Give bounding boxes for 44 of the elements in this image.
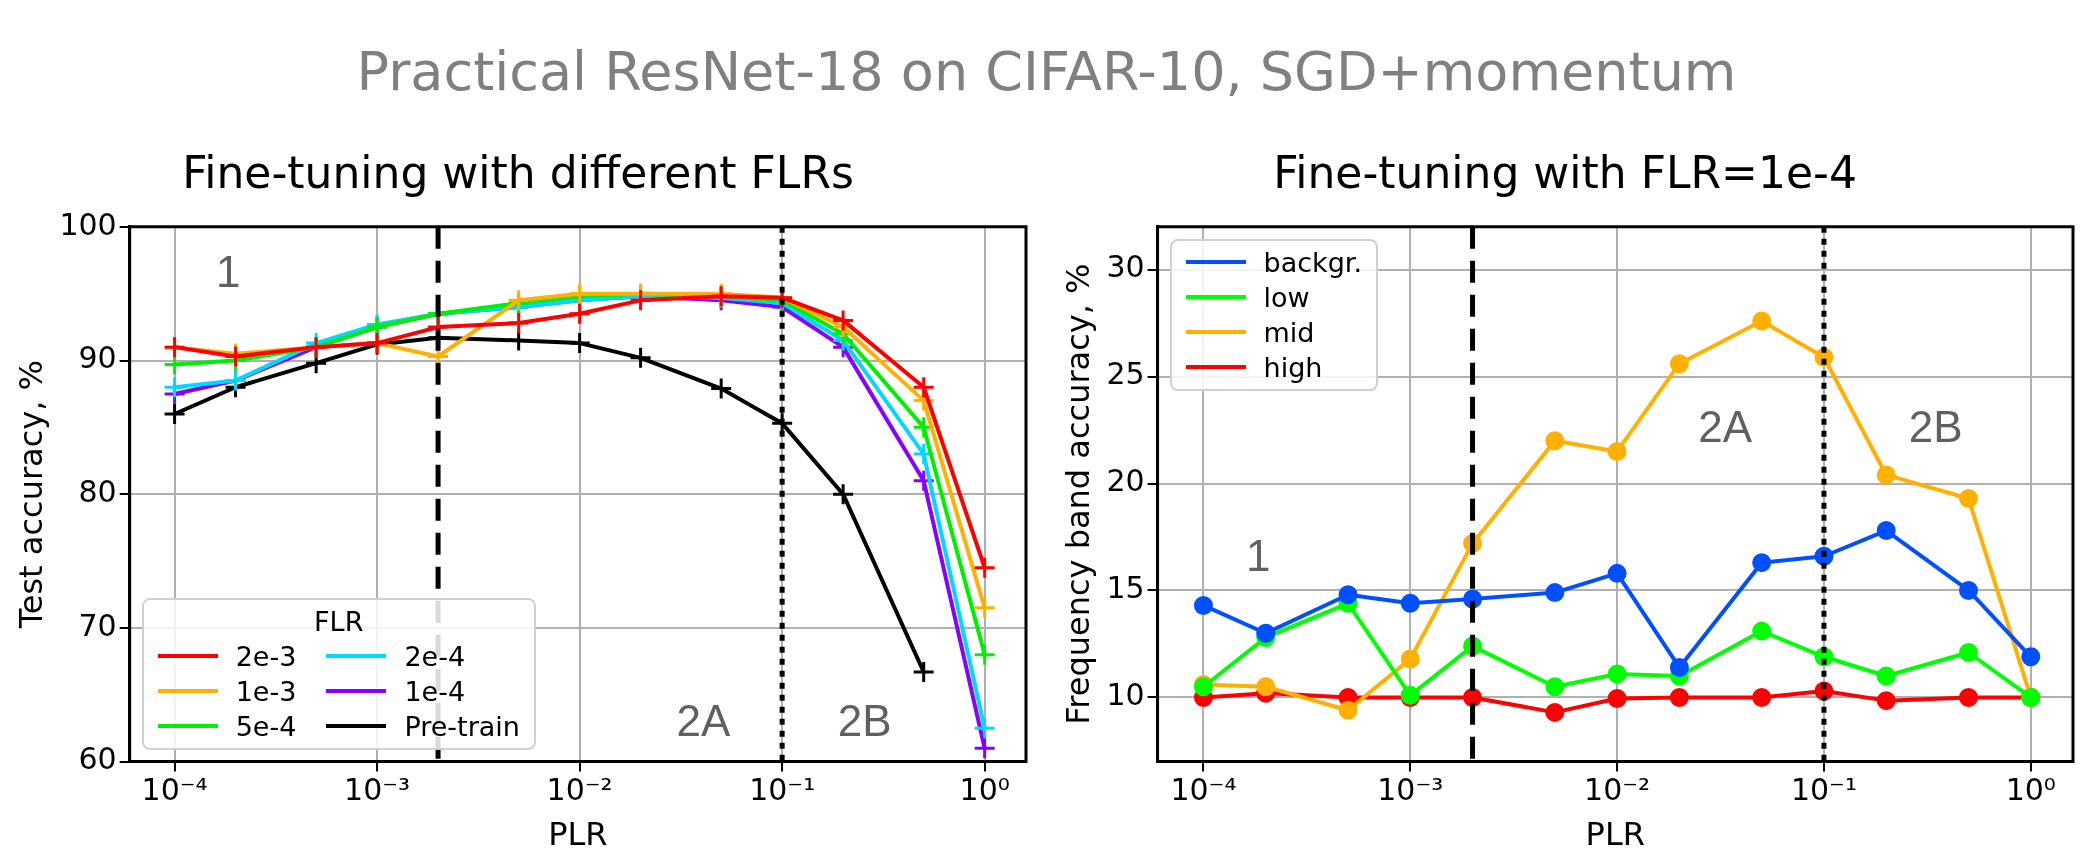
legend-label: mid — [1263, 316, 1315, 348]
x-axis-title: PLR — [1585, 815, 1645, 854]
y-tick-label: 15 — [1106, 570, 1145, 606]
y-tick-label: 70 — [78, 607, 117, 643]
x-tick-label: 10⁰ — [2005, 772, 2056, 808]
x-tick-label: 10⁻³ — [344, 772, 411, 808]
annotation: 2B — [1908, 402, 1963, 452]
y-tick-label: 80 — [78, 474, 117, 509]
x-tick-label: 10⁻¹ — [749, 772, 816, 808]
legend-label: 2e-3 — [235, 640, 297, 672]
x-tick-label: 10⁻² — [546, 772, 613, 808]
x-tick-label: 10⁻⁴ — [141, 772, 208, 808]
legend-label: 5e-4 — [235, 710, 297, 742]
annotation: 2A — [676, 696, 731, 746]
y-tick-label: 100 — [59, 206, 117, 242]
annotation: 2A — [1698, 402, 1753, 452]
y-tick-label: 60 — [78, 741, 117, 777]
legend-label: Pre-train — [404, 710, 520, 742]
x-tick-label: 10⁻¹ — [1790, 772, 1857, 808]
text: Practical ResNet-18 on CIFAR-10, SGD+momentum — [355, 40, 1738, 103]
y-tick-label: 25 — [1106, 356, 1145, 392]
annotation: 2B — [837, 696, 892, 746]
chart-title: Fine-tuning with different FLRs — [182, 146, 854, 198]
legend-label: 2e-4 — [404, 640, 466, 672]
x-tick-label: 10⁰ — [959, 772, 1010, 808]
chart-title: Fine-tuning with FLR=1e-4 — [1273, 146, 1857, 198]
x-tick-label: 10⁻⁴ — [1170, 772, 1237, 808]
legend-label: 1e-3 — [235, 675, 297, 707]
annotation: 1 — [216, 247, 241, 297]
legend-label: backgr. — [1263, 246, 1363, 278]
legend-label: low — [1263, 281, 1310, 313]
y-tick-label: 10 — [1106, 677, 1145, 713]
x-axis-title: PLR — [548, 815, 608, 854]
y-axis-title: Test accuracy, % — [11, 360, 50, 630]
legend-label: 1e-4 — [404, 675, 466, 707]
y-axis-title: Frequency band accuracy, % — [1058, 263, 1097, 725]
x-tick-label: 10⁻² — [1584, 772, 1651, 808]
legend-label: high — [1263, 351, 1323, 383]
legend-title: FLR — [313, 605, 365, 637]
x-tick-label: 10⁻³ — [1377, 772, 1444, 808]
y-tick-label: 30 — [1106, 249, 1145, 285]
y-tick-label: 20 — [1106, 463, 1145, 499]
y-tick-label: 90 — [78, 340, 117, 376]
annotation: 1 — [1246, 530, 1271, 580]
